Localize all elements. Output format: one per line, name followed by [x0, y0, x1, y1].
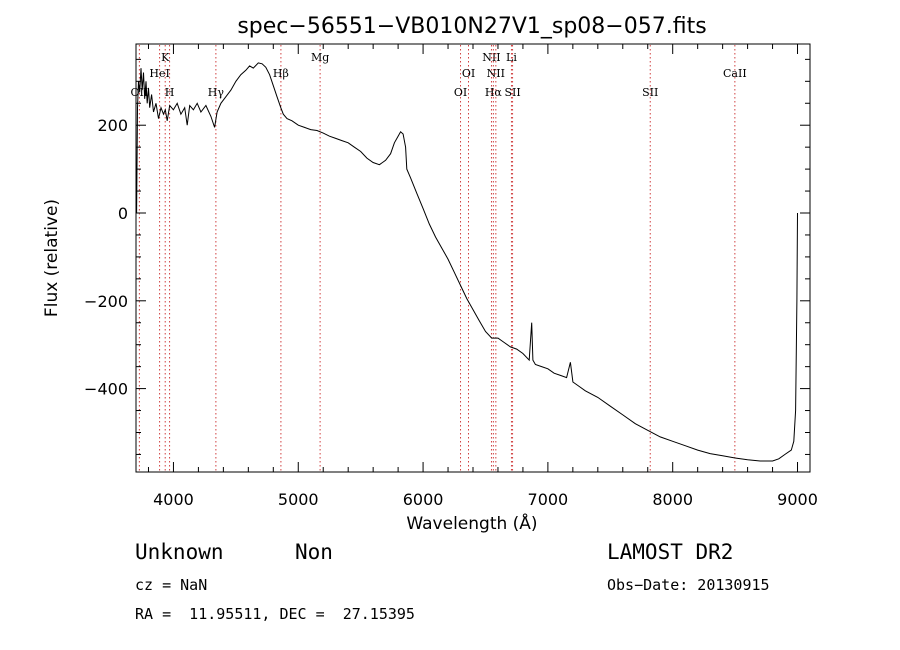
- x-tick-label-0: 4000: [153, 490, 194, 509]
- x-tick-label-4: 8000: [652, 490, 693, 509]
- plot-frame: [135, 43, 811, 473]
- axis-ticks: 4000 5000 6000 7000 8000 9000 −400 −200 0 200: [84, 44, 818, 509]
- line-label-15: CaII: [723, 67, 747, 80]
- survey-label: LAMOST DR2: [607, 540, 734, 564]
- spectrum-line: [136, 62, 798, 462]
- redshift-value: cz = NaN: [135, 576, 208, 594]
- line-label-12: Li: [506, 51, 517, 64]
- y-tick-label-0: −400: [84, 380, 128, 399]
- coordinates: RA = 11.95511, DEC = 27.15395: [135, 605, 415, 623]
- subclass-label: Non: [295, 540, 333, 564]
- line-label-2: HeI: [149, 67, 169, 80]
- class-label: Unknown: [135, 540, 224, 564]
- y-tick-label-1: −200: [84, 292, 128, 311]
- chart-title: spec−56551−VB010N27V1_sp08−057.fits: [237, 14, 706, 39]
- y-tick-label-3: 200: [97, 116, 128, 135]
- x-axis-label: Wavelength (Å): [406, 512, 537, 534]
- line-label-10: NII: [487, 67, 505, 80]
- line-label-6: Mg: [311, 51, 329, 64]
- line-label-5: Hβ: [273, 67, 289, 80]
- line-label-4: Hγ: [208, 86, 225, 99]
- line-label-14: SII: [642, 86, 658, 99]
- line-label-3: H: [165, 86, 175, 99]
- line-label-11: Hα: [485, 86, 503, 99]
- line-label-8: OI: [462, 67, 475, 80]
- line-label-1: K: [161, 51, 170, 64]
- line-label-13: SII: [504, 86, 520, 99]
- y-axis-label: Flux (relative): [42, 199, 62, 317]
- x-tick-label-5: 9000: [777, 490, 818, 509]
- x-tick-label-3: 7000: [528, 490, 569, 509]
- x-tick-label-1: 5000: [278, 490, 319, 509]
- obs-date: Obs−Date: 20130915: [607, 576, 770, 594]
- x-tick-label-2: 6000: [403, 490, 444, 509]
- y-tick-label-2: 0: [118, 204, 128, 223]
- line-label-9: NII: [482, 51, 500, 64]
- line-label-7: OI: [454, 86, 467, 99]
